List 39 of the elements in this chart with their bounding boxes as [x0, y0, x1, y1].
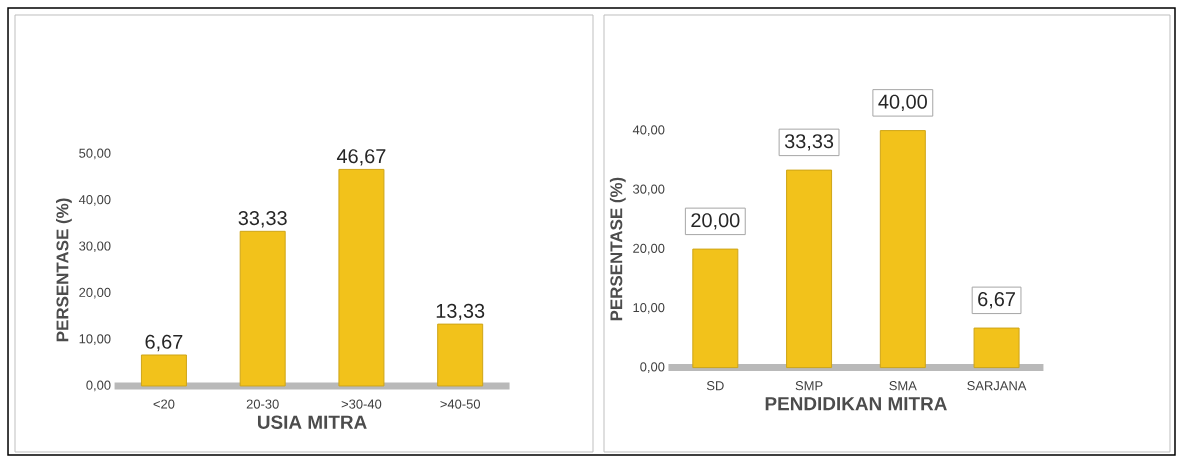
bar	[973, 327, 1020, 369]
y-tick-label: 10,00	[79, 334, 111, 345]
y-tick-label: 30,00	[633, 184, 665, 196]
y-tick-label: 40,00	[632, 125, 665, 136]
data-label: 6,67	[145, 334, 183, 352]
x-tick-label: <20	[153, 399, 175, 409]
data-label: 33,33	[784, 134, 834, 151]
x-tick-label: 20-30	[246, 399, 279, 409]
x-tick-label: SD	[706, 381, 724, 391]
data-label: 40,00	[878, 94, 927, 112]
bar	[437, 323, 484, 387]
y-tick-label: 20,00	[633, 243, 665, 255]
x-tick-label: SARJANA	[967, 381, 1027, 391]
y-tick-label: 40,00	[78, 195, 111, 206]
y-axis-title: PERSENTASE (%)	[609, 177, 626, 321]
y-tick-label: 50,00	[79, 148, 111, 160]
x-tick-label: SMP	[795, 381, 823, 391]
bar	[786, 169, 833, 369]
data-label: 13,33	[436, 303, 485, 321]
y-tick-label: 0,00	[640, 362, 665, 373]
y-tick-label: 10,00	[633, 302, 665, 314]
y-tick-label: 30,00	[79, 241, 111, 253]
bar	[879, 130, 926, 369]
bar	[140, 354, 187, 387]
x-axis-title: PENDIDIKAN MITRA	[765, 397, 947, 411]
x-axis-title: USIA MITRA	[257, 415, 367, 429]
data-label: 33,33	[238, 211, 287, 228]
data-label: 20,00	[691, 213, 740, 230]
y-tick-label: 20,00	[79, 287, 111, 299]
y-tick-label: 0,00	[86, 380, 111, 392]
bar	[692, 248, 739, 369]
x-tick-label: SMA	[889, 381, 917, 391]
bar	[239, 230, 286, 387]
data-label: 46,67	[336, 149, 386, 166]
x-tick-label: >30-40	[341, 399, 382, 409]
bar	[338, 168, 385, 387]
x-tick-label: >40-50	[440, 399, 481, 409]
data-label: 6,67	[978, 292, 1015, 309]
y-axis-title: PERSENTASE (%)	[56, 198, 72, 342]
